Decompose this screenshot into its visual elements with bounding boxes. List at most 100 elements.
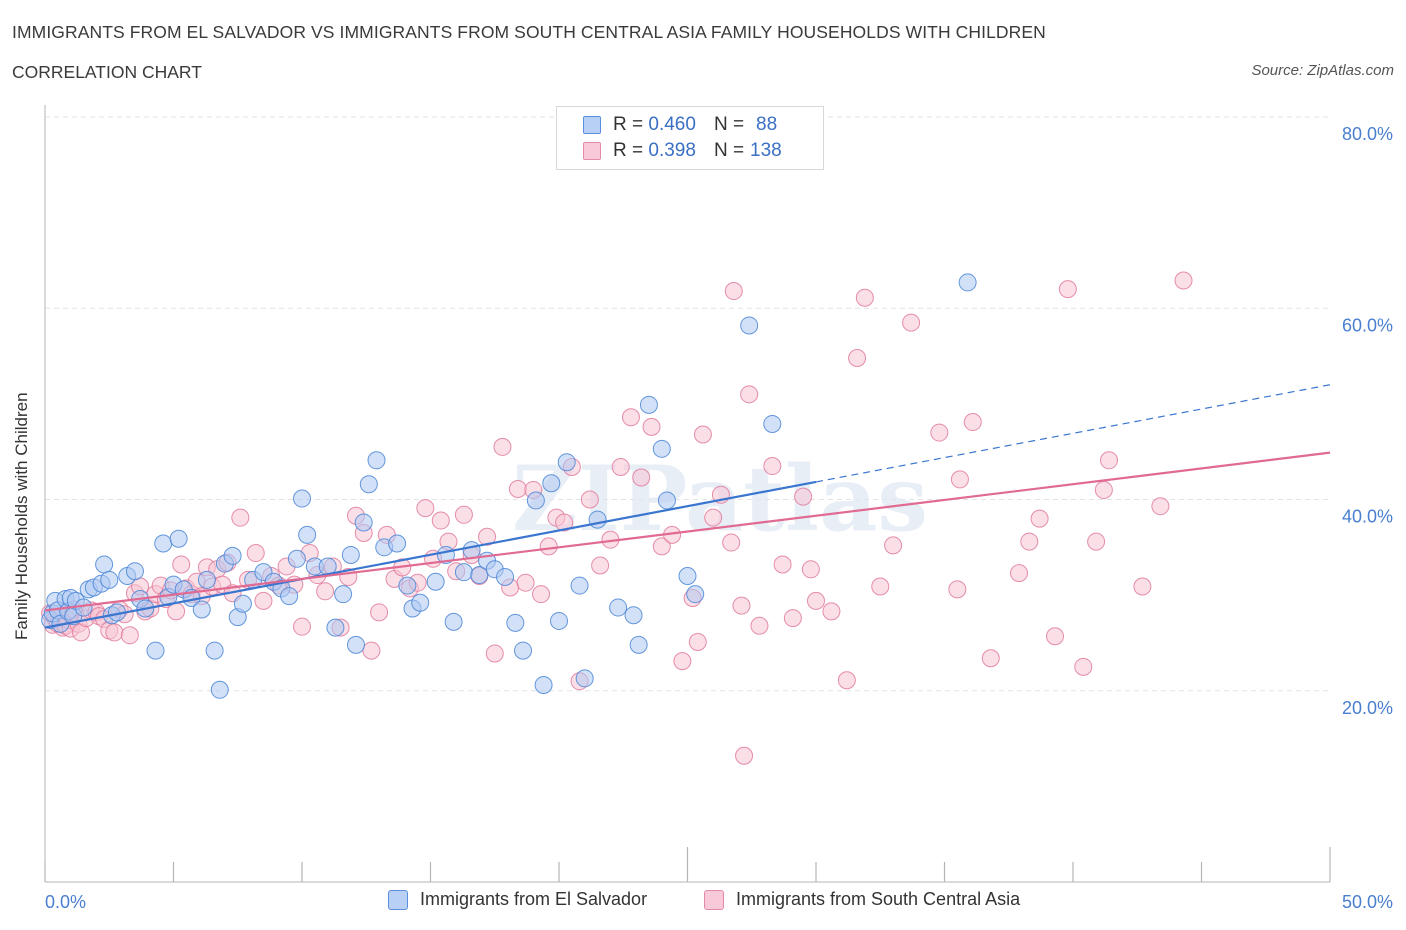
point-el-salvador (426, 572, 445, 591)
point-south-central-asia (632, 468, 651, 487)
stats-legend: R = 0.460 N = 88 R = 0.398 N = 138 (556, 106, 824, 170)
point-south-central-asia (539, 537, 558, 556)
point-south-central-asia (454, 505, 473, 524)
point-south-central-asia (732, 596, 751, 615)
x-tick-label: 0.0% (45, 892, 86, 912)
trend-line-el-salvador (44, 480, 817, 629)
point-south-central-asia (120, 626, 139, 645)
point-el-salvador (326, 618, 345, 637)
point-south-central-asia (735, 746, 754, 765)
legend-swatch-pink (583, 142, 601, 160)
legend-n-value: 138 (750, 140, 782, 161)
point-el-salvador (205, 641, 224, 660)
point-south-central-asia (508, 479, 527, 498)
point-el-salvador (557, 453, 576, 472)
legend-r-label: R = (613, 114, 644, 135)
point-el-salvador (100, 570, 119, 589)
point-south-central-asia (105, 623, 124, 642)
point-el-salvador (575, 669, 594, 688)
chart-title: IMMIGRANTS FROM EL SALVADOR VS IMMIGRANT… (12, 22, 1046, 42)
tick-labels: 20.0% 40.0% 60.0% 80.0% 0.0% 50.0% (45, 124, 1393, 912)
point-south-central-asia (172, 555, 191, 574)
legend-swatch-blue (583, 116, 601, 134)
point-south-central-asia (1010, 564, 1029, 583)
point-south-central-asia (750, 616, 769, 635)
point-south-central-asia (555, 513, 574, 532)
y-tick-label: 40.0% (1342, 507, 1393, 527)
point-el-salvador (740, 316, 759, 335)
point-south-central-asia (855, 288, 874, 307)
point-south-central-asia (362, 641, 381, 660)
legend-n-value: 88 (756, 114, 778, 135)
point-south-central-asia (740, 385, 759, 404)
point-el-salvador (444, 612, 463, 631)
point-el-salvador (570, 576, 589, 595)
point-south-central-asia (822, 602, 841, 621)
point-el-salvador (534, 676, 553, 695)
legend-r-value: 0.398 (648, 140, 696, 161)
point-south-central-asia (1074, 657, 1093, 676)
point-south-central-asia (293, 617, 311, 636)
point-south-central-asia (722, 533, 741, 552)
legend-row-south-central-asia: R = 0.398 N = 138 (583, 139, 782, 163)
point-el-salvador (462, 541, 481, 560)
point-south-central-asia (231, 508, 250, 527)
point-south-central-asia (807, 591, 825, 610)
point-south-central-asia (652, 537, 671, 556)
point-el-salvador (496, 567, 515, 586)
point-el-salvador (629, 635, 648, 654)
point-south-central-asia (1174, 271, 1193, 290)
x-tick-label: 50.0% (1342, 892, 1393, 912)
point-el-salvador (74, 598, 93, 617)
point-south-central-asia (591, 556, 610, 575)
point-el-salvador (624, 606, 643, 625)
point-el-salvador (341, 545, 360, 564)
chart-subtitle: CORRELATION CHART (12, 62, 202, 82)
point-south-central-asia (930, 423, 949, 442)
point-south-central-asia (370, 603, 389, 622)
bottom-legend-swatch-blue (388, 889, 408, 910)
point-el-salvador (367, 451, 386, 470)
point-el-salvador (526, 491, 545, 510)
point-el-salvador (652, 439, 671, 458)
point-south-central-asia (902, 313, 921, 332)
series-el-salvador-points (41, 273, 977, 699)
point-south-central-asia (621, 408, 640, 427)
point-south-central-asia (1087, 532, 1106, 551)
point-south-central-asia (688, 632, 707, 651)
point-south-central-asia (794, 487, 813, 506)
point-el-salvador (686, 585, 705, 604)
point-south-central-asia (1030, 509, 1049, 528)
point-south-central-asia (1094, 480, 1113, 499)
bottom-legend-label-1: Immigrants from El Salvador (420, 889, 648, 909)
point-south-central-asia (1133, 577, 1152, 596)
trend-lines (44, 384, 1331, 629)
legend-n-label: N = (713, 114, 745, 135)
legend-r-value: 0.460 (648, 114, 696, 135)
bottom-legend-label-2: Immigrants from South Central Asia (736, 889, 1021, 909)
point-south-central-asia (1058, 280, 1077, 299)
point-south-central-asia (884, 536, 903, 555)
point-south-central-asia (642, 417, 661, 436)
point-south-central-asia (704, 508, 723, 527)
point-el-salvador (125, 562, 144, 581)
point-el-salvador (95, 555, 114, 574)
point-el-salvador (233, 594, 252, 613)
y-tick-label: 60.0% (1342, 315, 1393, 335)
point-el-salvador (388, 534, 407, 553)
point-el-salvador (298, 525, 317, 544)
legend-r-label: R = (613, 140, 644, 161)
point-el-salvador (514, 641, 533, 660)
point-el-salvador (398, 576, 417, 595)
point-south-central-asia (316, 582, 335, 601)
point-el-salvador (210, 680, 229, 699)
point-el-salvador (280, 587, 299, 606)
point-el-salvador (657, 491, 676, 510)
point-el-salvador (958, 273, 977, 292)
point-south-central-asia (478, 527, 497, 546)
y-tick-label: 80.0% (1342, 124, 1393, 144)
y-tick-label: 20.0% (1342, 698, 1393, 718)
point-south-central-asia (773, 555, 792, 574)
point-south-central-asia (1046, 627, 1065, 646)
point-el-salvador (346, 635, 365, 654)
